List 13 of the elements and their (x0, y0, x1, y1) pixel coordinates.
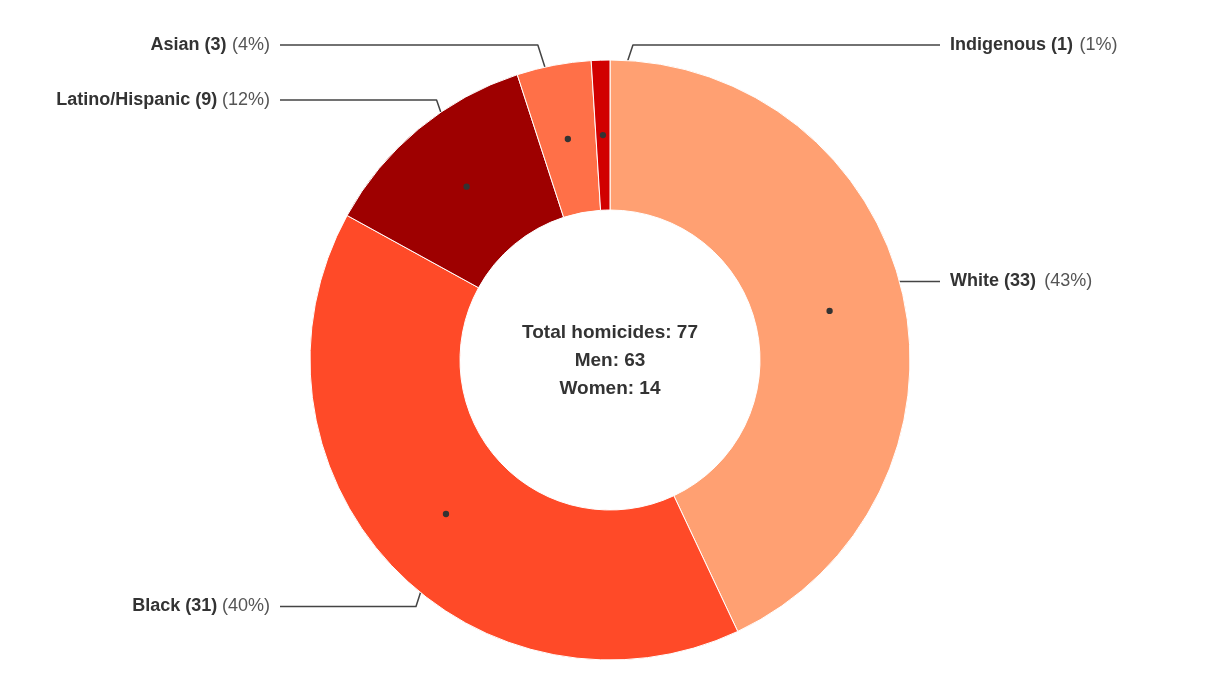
data-label: (12%) (221, 89, 270, 109)
text: Men: 63 (574, 349, 646, 370)
slice-label: Indigenous (1) (950, 34, 1073, 54)
data-label: (43%) (1044, 270, 1093, 291)
slice-label: Asian (3) (150, 34, 227, 54)
text: Total homicides: 77 (522, 321, 698, 342)
data-label: (1%) (1079, 34, 1118, 54)
slice-label: Black (31) (132, 595, 218, 616)
slice-label: White (33) (950, 270, 1037, 291)
data-label: (4%) (231, 34, 270, 54)
data-label: (40%) (221, 595, 270, 616)
slice-label: Latino/Hispanic (9) (56, 89, 218, 109)
text: Women: 14 (559, 377, 661, 398)
